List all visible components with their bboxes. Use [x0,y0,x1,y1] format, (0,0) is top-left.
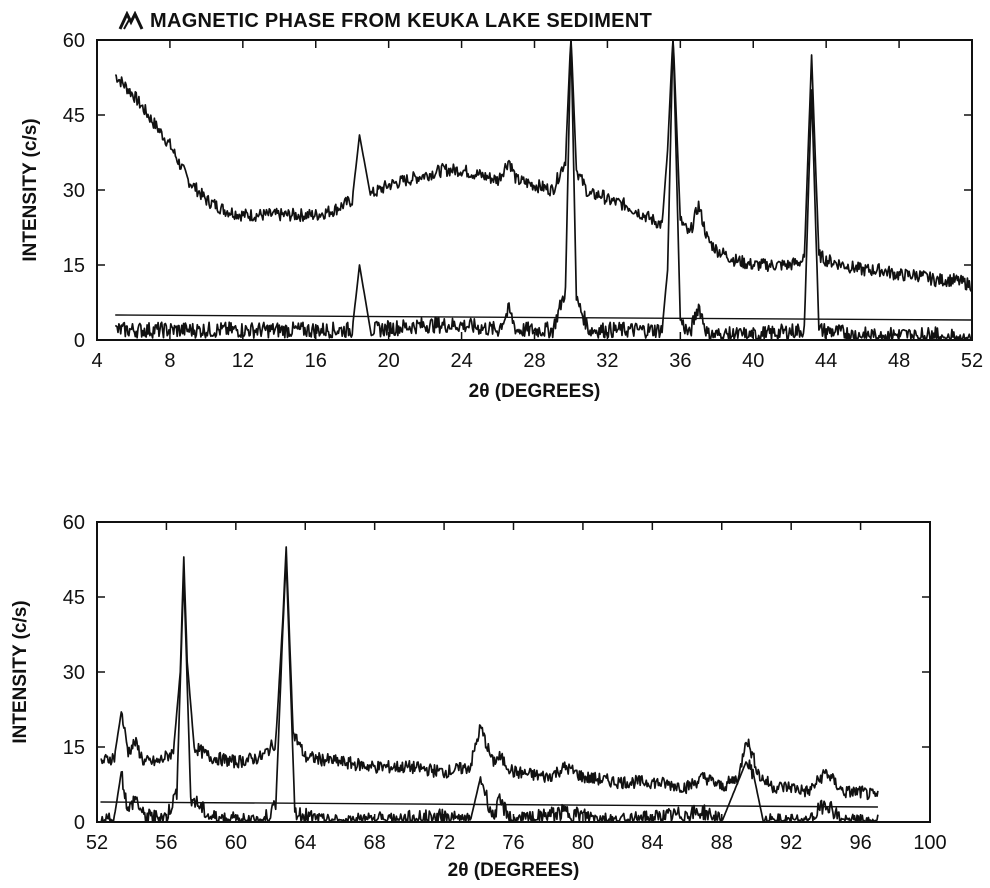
chart-panel-2: 52 56 60 64 68 72 76 80 84 88 92 96 100 0 15 30 45 60 2θ (… [10,512,947,881]
x-tick-label: 64 [294,832,316,854]
series-measured-line [115,39,973,292]
x-tick-label: 4 [91,350,102,372]
x-tick-label: 56 [155,832,177,854]
x-tick-label: 60 [225,832,247,854]
y-tick-label: 15 [63,737,85,759]
x-tick-label: 68 [364,832,386,854]
x-tick-label: 44 [815,350,837,372]
chart-title-text: MAGNETIC PHASE FROM KEUKA LAKE SEDIMENT [150,9,653,32]
y-tick-label: 45 [63,587,85,609]
x-tick-label: 16 [305,350,327,372]
x-tick-label: 20 [378,350,400,372]
y-axis-label: INTENSITY (c/s) [10,600,31,743]
x-tick-label: 100 [913,832,946,854]
series-measured-line [100,546,879,801]
x-tick-label: 32 [596,350,618,372]
series-background-subtracted-line [115,39,973,341]
y-tick-label: 45 [63,105,85,127]
y-tick-label: 0 [74,812,85,834]
x-tick-label: 88 [711,832,733,854]
x-tick-label: 76 [502,832,524,854]
x-axis-label: 2θ (DEGREES) [469,381,601,402]
x-tick-label: 8 [164,350,175,372]
series-reference-line-line [100,801,878,808]
x-tick-label: 28 [523,350,545,372]
x-tick-label: 92 [780,832,802,854]
chart-title: MAGNETIC PHASE FROM KEUKA LAKE SEDIMENT [118,8,652,34]
x-tick-label: 72 [433,832,455,854]
x-tick-label: 40 [742,350,764,372]
y-tick-label: 30 [63,662,85,684]
y-tick-label: 15 [63,255,85,277]
x-tick-label: 52 [961,350,983,372]
y-tick-label: 60 [63,30,85,52]
x-tick-label: 52 [86,832,108,854]
x-tick-label: 84 [641,832,663,854]
y-axis-label: INTENSITY (c/s) [20,118,41,261]
series-background-subtracted-line [100,556,879,823]
x-axis-label: 2θ (DEGREES) [448,860,580,881]
y-tick-label: 30 [63,180,85,202]
x-tick-label: 80 [572,832,594,854]
x-tick-label: 48 [888,350,910,372]
y-tick-label: 60 [63,512,85,534]
x-tick-label: 24 [450,350,472,372]
diffraction-logo-icon [118,10,144,31]
x-tick-label: 12 [232,350,254,372]
series-reference-line-line [115,314,973,321]
y-tick-label: 0 [74,330,85,352]
x-tick-label: 36 [669,350,691,372]
x-tick-label: 96 [849,832,871,854]
